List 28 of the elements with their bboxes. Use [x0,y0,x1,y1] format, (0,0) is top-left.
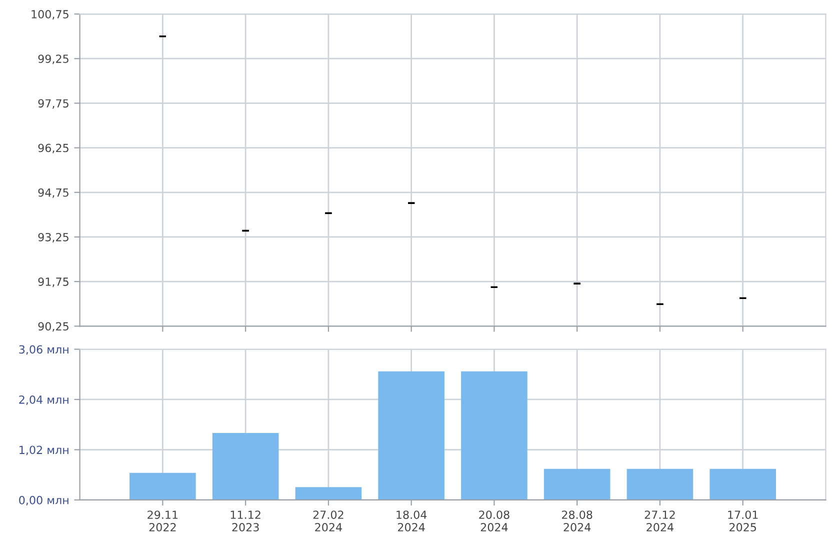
y-tick-label: 97,75 [38,99,68,109]
y-tick-label: 96,25 [38,144,68,154]
x-tick-label: 29.11 2022 [148,510,178,532]
y-tick-label: 1,02 млн [20,446,68,456]
y-tick-label: 94,75 [38,188,68,198]
x-tick-label: 17.01 2025 [728,510,758,532]
x-tick-label: 20.08 2024 [479,510,510,532]
y-tick-label: 3,06 млн [19,345,68,355]
y-tick-label: 91,75 [38,278,68,288]
y-tick-label: 2,04 млн [19,395,68,405]
y-tick-label: 100,75 [32,10,68,20]
y-tick-label: 99,25 [38,54,68,64]
x-tick-label: 11.12 2023 [230,510,260,532]
bar [710,468,776,500]
x-tick-label: 28.08 2024 [562,510,592,532]
bar [544,468,610,500]
x-tick-label: 27.12 2024 [644,510,675,532]
bar [295,487,362,500]
y-tick-label: 93,25 [38,232,68,242]
bar [378,371,444,500]
bar [461,371,528,500]
bar [212,432,279,500]
y-tick-label: 90,25 [38,322,68,332]
x-tick-label: 18.04 2024 [396,510,427,532]
x-tick-label: 27.02 2024 [313,510,344,532]
bar [130,472,196,500]
y-tick-label: 0,00 млн [19,496,68,506]
bar [626,468,694,500]
